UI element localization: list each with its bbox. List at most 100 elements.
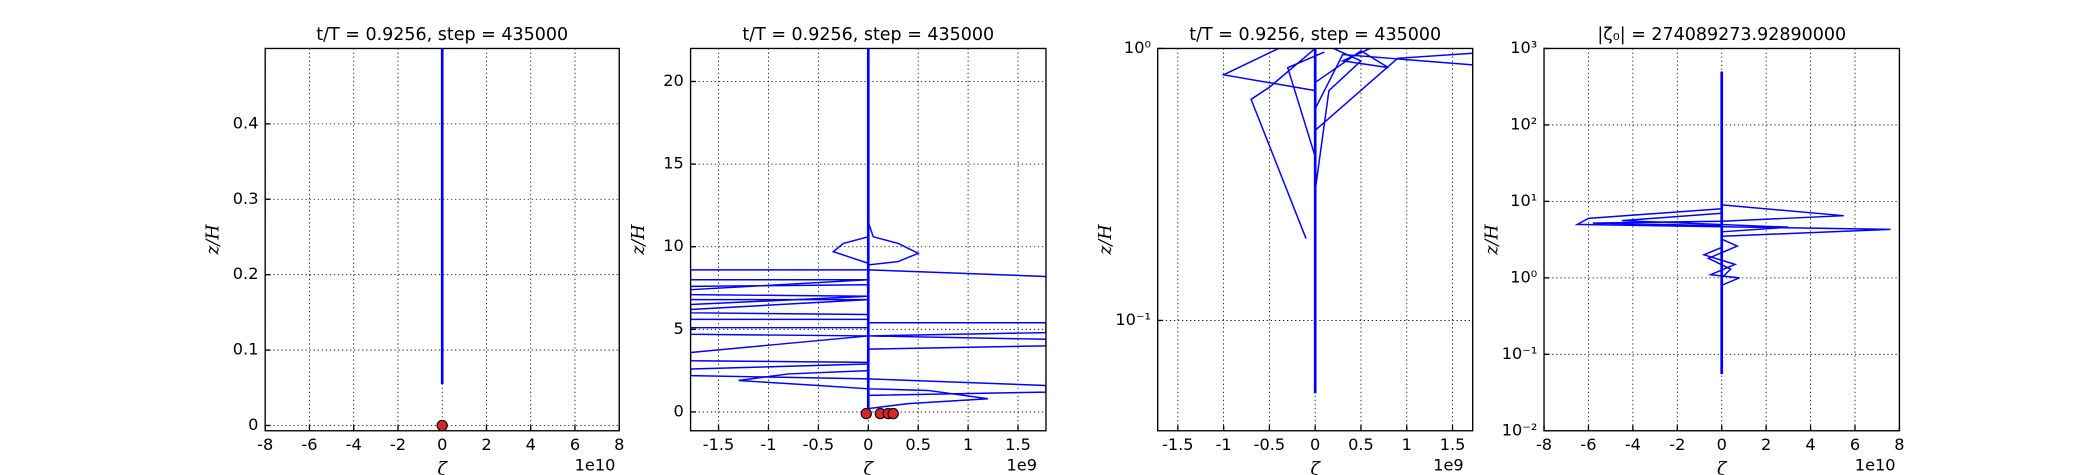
x-tick-label: 0 xyxy=(1310,435,1320,454)
x-tick-label: -1 xyxy=(1216,435,1232,454)
x-offset-label: 1e10 xyxy=(575,455,616,474)
axes-frame xyxy=(264,47,620,432)
x-axis-label: ζ xyxy=(1717,459,1728,475)
x-tick-label: 4 xyxy=(526,435,536,454)
chart-title: t/T = 0.9256, step = 435000 xyxy=(1189,25,1441,45)
x-tick-label: 8 xyxy=(614,435,624,454)
x-tick-label: -4 xyxy=(346,435,362,454)
x-tick-label: 0.5 xyxy=(905,435,931,454)
profile-line xyxy=(738,369,989,410)
profile-line xyxy=(868,269,1046,278)
y-tick-label: 0 xyxy=(674,401,684,420)
chart-title: |ζ₀| = 274089273.92890000 xyxy=(1597,25,1846,45)
profile-line xyxy=(1592,204,1844,227)
y-tick-label: 15 xyxy=(663,154,684,173)
x-tick-label: -8 xyxy=(257,435,273,454)
x-tick-label: -0.5 xyxy=(803,435,835,454)
profile-line xyxy=(831,236,869,264)
profile-line xyxy=(1314,53,1473,110)
x-tick-label: -8 xyxy=(1536,435,1552,454)
profile-line xyxy=(1314,52,1473,131)
profile-line xyxy=(1621,212,1789,233)
x-tick-label: -4 xyxy=(1625,435,1641,454)
profile-line xyxy=(1574,208,1891,237)
y-tick-label: 0.3 xyxy=(233,189,259,208)
x-tick-label: -1 xyxy=(760,435,776,454)
y-tick-label: 10⁰ xyxy=(1124,38,1151,57)
x-tick-label: 2 xyxy=(1761,435,1771,454)
x-tick-label: 0 xyxy=(863,435,873,454)
y-tick-label: 10³ xyxy=(1510,38,1537,57)
x-offset-label: 1e10 xyxy=(1855,455,1896,474)
x-axis-label: ζ xyxy=(864,459,875,475)
profile-line xyxy=(690,283,869,316)
y-tick-label: 0.2 xyxy=(233,264,259,283)
x-tick-label: 1 xyxy=(1402,435,1412,454)
plot-area xyxy=(1221,48,1473,394)
x-tick-label: -1.5 xyxy=(703,435,735,454)
profile-line xyxy=(1701,246,1740,286)
x-tick-label: 8 xyxy=(1894,435,1904,454)
profile-line xyxy=(1706,238,1740,279)
x-tick-label: 2 xyxy=(481,435,491,454)
marker xyxy=(860,407,872,420)
y-axis-label: z/H xyxy=(204,224,224,256)
x-tick-label: 1.5 xyxy=(1005,435,1031,454)
y-tick-label: 10¹ xyxy=(1510,191,1537,210)
y-tick-label: 10⁻¹ xyxy=(1115,310,1151,329)
panel: -1.5 -1 -0.5 0 0.5 1 1.5 0 5 10 15 20 t/T = 0.9256, … xyxy=(629,25,1047,475)
y-axis-label: z/H xyxy=(1096,224,1116,256)
axes-frame xyxy=(1543,47,1901,432)
marker xyxy=(436,419,448,432)
y-tick-label: 0.4 xyxy=(233,113,259,132)
panel: -8 -6 -4 -2 0 2 4 6 8 0 0.1 0.2 0.3 0.4 t/T = 0.9256, … xyxy=(204,25,625,475)
y-tick-label: 20 xyxy=(663,71,684,90)
axes-frame xyxy=(689,47,1047,432)
y-tick-label: 10⁻¹ xyxy=(1502,344,1538,363)
plot-area xyxy=(1574,71,1891,375)
x-tick-label: -6 xyxy=(1580,435,1596,454)
y-tick-label: 5 xyxy=(674,319,684,338)
profile-line xyxy=(690,326,869,364)
profile-line xyxy=(1314,48,1363,191)
profile-line xyxy=(1250,48,1316,239)
x-offset-label: 1e9 xyxy=(1433,455,1463,474)
x-axis-label: ζ xyxy=(1310,459,1321,475)
x-axis-label: ζ xyxy=(437,459,448,475)
profile-line xyxy=(1286,51,1325,157)
profile-line xyxy=(690,363,1046,397)
chart-title: t/T = 0.9256, step = 435000 xyxy=(316,25,568,45)
panel: -8 -6 -4 -2 0 2 4 6 8 10⁻² 10⁻¹ 10⁰ 10¹ 10² 10³ |ζ₀| = … xyxy=(1482,25,1904,475)
x-offset-label: 1e9 xyxy=(1006,455,1036,474)
y-axis-label: z/H xyxy=(629,224,649,256)
x-tick-label: 0.5 xyxy=(1348,435,1374,454)
x-tick-label: 4 xyxy=(1805,435,1815,454)
x-tick-label: 0 xyxy=(437,435,447,454)
profile-line xyxy=(1221,48,1316,92)
y-tick-label: 0.1 xyxy=(233,340,259,359)
x-tick-label: -0.5 xyxy=(1254,435,1286,454)
x-tick-label: 6 xyxy=(1850,435,1860,454)
x-tick-label: -6 xyxy=(301,435,317,454)
profile-line xyxy=(868,321,1046,350)
x-tick-label: 1.5 xyxy=(1440,435,1466,454)
x-tick-label: 0 xyxy=(1717,435,1727,454)
x-tick-label: -2 xyxy=(390,435,406,454)
x-tick-label: -2 xyxy=(1669,435,1685,454)
profile-line xyxy=(867,221,920,272)
panel: -1.5 -1 -0.5 0 0.5 1 1.5 10⁻¹ 10⁰ t/T = 0.9256, s… xyxy=(1096,25,1474,475)
y-tick-label: 10⁻² xyxy=(1502,420,1538,439)
x-tick-label: -1.5 xyxy=(1162,435,1194,454)
chart-title: t/T = 0.9256, step = 435000 xyxy=(742,25,994,45)
x-tick-label: 6 xyxy=(570,435,580,454)
y-tick-label: 10⁰ xyxy=(1510,267,1537,286)
marker xyxy=(887,407,899,420)
x-tick-label: 1 xyxy=(963,435,973,454)
y-tick-label: 0 xyxy=(248,415,258,434)
axes-frame xyxy=(1157,47,1474,432)
profile-line xyxy=(1314,48,1389,84)
y-tick-label: 10 xyxy=(663,236,684,255)
plot-area xyxy=(690,48,1046,416)
y-axis-label: z/H xyxy=(1482,224,1502,256)
